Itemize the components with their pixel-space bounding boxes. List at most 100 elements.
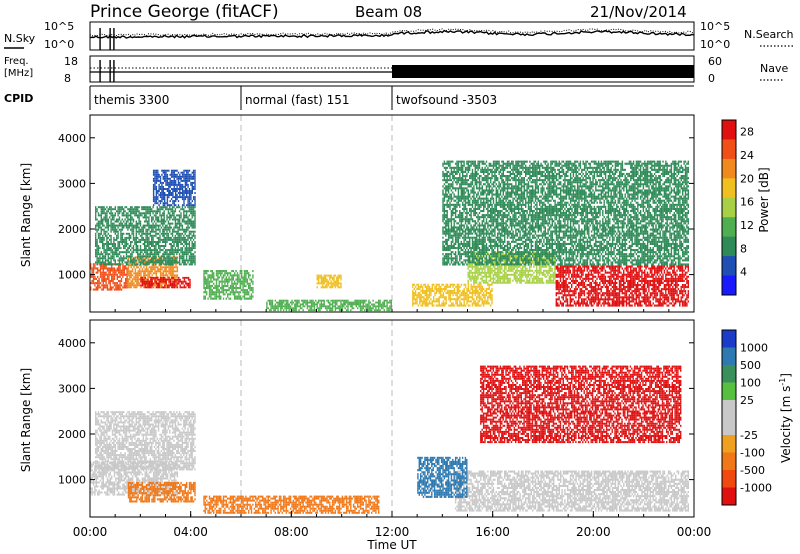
scatter-cell: [427, 302, 429, 305]
scatter-cell: [171, 212, 174, 215]
scatter-cell: [481, 294, 483, 297]
scatter-cell: [173, 270, 176, 273]
scatter-cell: [294, 303, 296, 306]
scatter-cell: [151, 270, 153, 273]
scatter-cell: [324, 305, 327, 308]
scatter-cell: [245, 272, 247, 275]
scatter-cell: [276, 305, 278, 308]
scatter-cell: [97, 286, 99, 289]
scatter-cell: [232, 270, 234, 273]
scatter-cell: [450, 166, 453, 169]
scatter-cell: [416, 302, 418, 305]
scatter-cell: [338, 286, 341, 289]
scatter-cell: [170, 194, 173, 196]
scatter-cell: [121, 236, 123, 239]
scatter-cell: [134, 268, 137, 271]
scatter-cell: [273, 305, 275, 308]
scatter-cell: [161, 185, 163, 188]
scatter-cell: [453, 195, 455, 198]
scatter-cell: [100, 232, 102, 235]
scatter-cell: [159, 241, 161, 243]
scatter-cell: [113, 282, 116, 285]
scatter-cell: [234, 272, 236, 275]
scatter-cell: [419, 298, 421, 301]
scatter-cell: [126, 275, 128, 278]
scatter-cell: [526, 277, 528, 280]
scatter-cell: [169, 243, 171, 245]
scatter-cell: [166, 173, 169, 176]
scatter-cell: [169, 222, 171, 225]
scatter-cell: [163, 214, 165, 217]
scatter-cell: [145, 255, 147, 258]
scatter-cell: [160, 263, 163, 266]
scatter-cell: [484, 267, 486, 270]
scatter-cell: [187, 236, 189, 239]
scatter-cell: [281, 305, 283, 308]
scatter-cell: [550, 281, 552, 284]
scatter-cell: [443, 210, 446, 213]
scatter-cell: [125, 245, 128, 247]
scatter-cell: [152, 228, 154, 231]
scatter-cell: [445, 162, 447, 165]
scatter-cell: [125, 277, 127, 280]
scatter-cell: [439, 296, 442, 299]
scatter-cell: [92, 269, 95, 272]
scatter-cell: [501, 271, 503, 274]
scatter-cell: [106, 224, 108, 227]
scatter-cell: [100, 257, 102, 260]
scatter-cell: [243, 295, 246, 298]
scatter-cell: [362, 299, 364, 302]
scatter-cell: [445, 191, 447, 194]
scatter-cell: [467, 296, 470, 299]
scatter-cell: [320, 274, 323, 277]
scatter-cell: [168, 169, 170, 172]
scatter-cell: [327, 299, 330, 302]
scatter-cell: [443, 218, 446, 221]
scatter-cell: [113, 228, 115, 231]
scatter-cell: [163, 222, 165, 225]
scatter-cell: [194, 169, 196, 172]
scatter-cell: [334, 284, 337, 287]
scatter-cell: [121, 241, 123, 243]
scatter-cell: [337, 305, 339, 308]
scatter-cell: [449, 244, 451, 247]
scatter-cell: [167, 226, 170, 229]
scatter-cell: [312, 305, 314, 308]
scatter-cell: [217, 276, 219, 279]
scatter-cell: [382, 303, 384, 306]
scatter-cell: [204, 295, 206, 298]
scatter-cell: [181, 228, 184, 231]
scatter-cell: [453, 257, 455, 260]
scatter-cell: [224, 274, 226, 277]
scatter-cell: [484, 296, 486, 299]
scatter-cell: [548, 279, 550, 282]
scatter-cell: [127, 218, 129, 221]
scatter-cell: [480, 292, 482, 295]
scatter-cell: [337, 307, 339, 310]
scatter-cell: [340, 303, 342, 306]
scatter-cell: [191, 208, 193, 211]
scatter-cell: [180, 179, 182, 182]
scatter-cell: [364, 305, 366, 308]
scatter-cell: [149, 255, 151, 258]
scatter-cell: [175, 276, 177, 279]
scatter-cell: [145, 284, 148, 287]
scatter-cell: [520, 269, 522, 272]
scatter-cell: [152, 253, 154, 256]
scatter-cell: [194, 173, 196, 176]
scatter-cell: [188, 236, 191, 239]
scatter-cell: [187, 228, 189, 231]
scatter-cell: [159, 188, 162, 190]
scatter-cell: [365, 303, 367, 306]
scatter-cell: [112, 280, 114, 283]
scatter-cell: [124, 206, 126, 209]
scatter-cell: [146, 230, 149, 233]
scatter-cell: [121, 222, 123, 225]
scatter-cell: [172, 272, 174, 275]
scatter-cell: [220, 291, 222, 294]
scatter-cell: [191, 243, 193, 245]
scatter-cell: [179, 177, 181, 180]
scatter-cell: [343, 305, 345, 308]
scatter-cell: [160, 261, 163, 264]
scatter-cell: [144, 206, 146, 209]
